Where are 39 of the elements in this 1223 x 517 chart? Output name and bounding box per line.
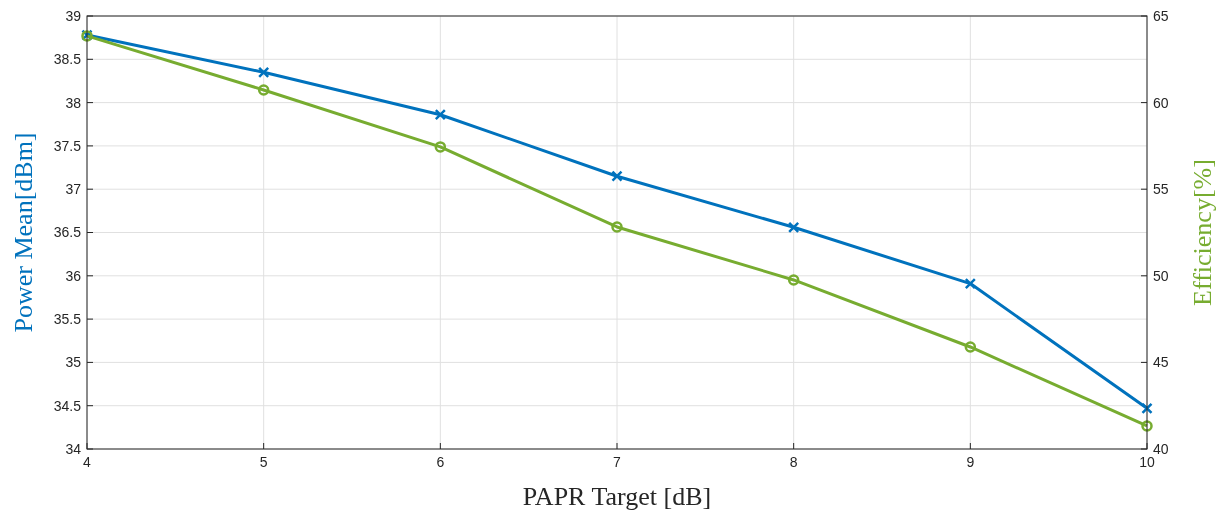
y-tick-label: 35.5 <box>53 311 82 327</box>
x-tick-label: 10 <box>1139 454 1155 470</box>
point <box>434 141 447 153</box>
y-tick-label: 39 <box>65 7 82 24</box>
y2-tick-label: 65 <box>1153 7 1169 24</box>
point <box>611 221 623 233</box>
point <box>964 277 977 290</box>
x-tick-label: 5 <box>259 454 268 470</box>
point <box>1141 420 1153 432</box>
y2-tick-label: 45 <box>1153 354 1169 371</box>
x-tick-label: 9 <box>966 454 975 470</box>
y2-axis-title: Efficiency[%] <box>1188 159 1217 306</box>
y-tick-label: 36 <box>65 267 82 284</box>
point <box>257 66 270 79</box>
y2-tick-label: 50 <box>1153 267 1169 284</box>
y-axis-title: Power Mean[dBm] <box>9 132 38 333</box>
point <box>964 341 977 353</box>
x-tick-label: 8 <box>789 454 798 470</box>
point <box>611 170 623 182</box>
y-tick-label: 38.5 <box>53 51 82 68</box>
y2-tick-label: 55 <box>1153 181 1169 198</box>
y-tick-label: 37.5 <box>53 137 82 154</box>
y2-tick-label: 60 <box>1153 94 1169 111</box>
point <box>787 221 800 234</box>
point <box>434 108 447 121</box>
point <box>257 84 270 96</box>
y-tick-label: 34 <box>65 440 82 457</box>
x-axis-title: PAPR Target [dB] <box>522 482 712 511</box>
x-tick-label: 6 <box>436 454 445 470</box>
y-tick-label: 38 <box>65 94 82 111</box>
x-tick-label: 7 <box>613 454 622 470</box>
point <box>787 274 800 286</box>
y-tick-label: 36.5 <box>53 224 82 241</box>
y-tick-label: 34.5 <box>53 397 82 414</box>
point <box>1141 402 1153 415</box>
x-tick-label: 4 <box>83 454 92 470</box>
y-tick-label: 37 <box>65 181 82 198</box>
y-tick-label: 35 <box>65 354 82 371</box>
y2-tick-label: 40 <box>1153 440 1169 457</box>
